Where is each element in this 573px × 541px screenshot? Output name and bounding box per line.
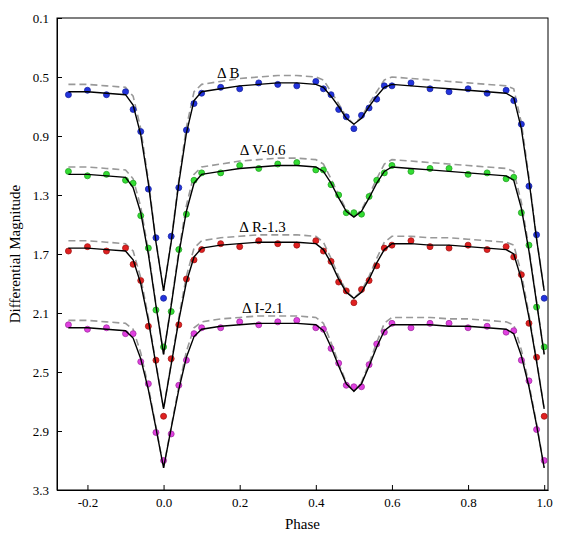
model-line <box>68 323 544 468</box>
y-axis-title: Differential Magnitude <box>7 184 23 323</box>
series-label: Δ B <box>217 65 240 81</box>
tick: 0.9 <box>33 129 62 144</box>
data-point <box>65 322 71 328</box>
data-point <box>541 295 547 301</box>
dashed-model-line <box>68 316 544 468</box>
tick: 2.1 <box>33 306 62 321</box>
tick: 1.3 <box>33 188 62 203</box>
tick-label: 1.3 <box>33 188 49 203</box>
tick-mark <box>57 195 62 196</box>
data-point <box>65 248 71 254</box>
data-point <box>351 126 357 132</box>
tick: 2.5 <box>33 365 62 380</box>
data-point <box>351 300 357 306</box>
scatter-series <box>65 160 547 350</box>
data-point <box>541 413 547 419</box>
data-point <box>65 168 71 174</box>
tick: 1.0 <box>537 485 553 510</box>
tick-mark <box>57 18 62 19</box>
tick-label: 0.2 <box>232 495 248 510</box>
data-point <box>161 295 167 301</box>
scatter-series <box>65 238 547 420</box>
tick-label: 0.1 <box>33 11 49 26</box>
series-label: Δ I-2.1 <box>242 300 283 316</box>
tick-label: 2.5 <box>33 365 49 380</box>
marks <box>65 76 547 468</box>
data-point <box>408 325 414 331</box>
tick: 0.8 <box>460 485 476 510</box>
x-axis-title: Phase <box>285 516 320 532</box>
dashed-model-line <box>68 76 544 291</box>
tick-label: 0.5 <box>33 70 49 85</box>
dashed-model-line <box>68 235 544 409</box>
tick: 1.7 <box>33 247 62 262</box>
tick: 0.0 <box>156 485 172 510</box>
tick-label: 0.6 <box>384 495 401 510</box>
tick-mark <box>57 136 62 137</box>
chart: -0.2 0.0 0.2 0.4 0.6 0.8 1.0 0.1 0.5 0.9 1.3 1.7 2.1… <box>0 0 573 541</box>
axis-line <box>58 490 549 491</box>
data-point <box>294 317 300 323</box>
tick: 0.1 <box>33 11 62 26</box>
tick-mark <box>57 490 62 491</box>
tick: 2.9 <box>33 424 62 439</box>
tick-label: 2.9 <box>33 424 49 439</box>
series-label: Δ V-0.6 <box>240 142 286 158</box>
tick-mark <box>57 431 62 432</box>
model-line <box>68 83 544 291</box>
tick-label: 3.3 <box>33 483 49 498</box>
data-point <box>408 238 414 244</box>
plot: -0.2 0.0 0.2 0.4 0.6 0.8 1.0 0.1 0.5 0.9 1.3 1.7 2.1… <box>33 11 553 511</box>
tick: 0.6 <box>384 485 401 510</box>
tick: 0.4 <box>308 485 325 510</box>
tick: 3.3 <box>33 483 62 498</box>
data-point <box>294 160 300 166</box>
model-line <box>68 242 544 409</box>
tick-label: 1.7 <box>33 247 50 262</box>
tick-mark <box>240 485 241 490</box>
tick-mark <box>164 485 165 490</box>
tick-label: -0.2 <box>78 495 99 510</box>
y-axis: 0.1 0.5 0.9 1.3 1.7 2.1 2.5 2.9 3.3 <box>33 11 62 498</box>
tick: -0.2 <box>78 485 99 510</box>
tick-mark <box>57 313 62 314</box>
scatter-series <box>65 317 547 463</box>
tick-mark <box>57 254 62 255</box>
series-label: Δ R-1.3 <box>239 219 285 235</box>
tick-mark <box>87 485 88 490</box>
tick-mark <box>544 485 545 490</box>
tick-label: 0.8 <box>460 495 476 510</box>
tick: 0.2 <box>232 485 248 510</box>
plot-frame <box>57 18 548 490</box>
dashed-model-line <box>68 158 544 354</box>
tick-label: 1.0 <box>537 495 553 510</box>
tick: 0.5 <box>33 70 62 85</box>
tick-label: 0.9 <box>33 129 49 144</box>
tick-label: 0.4 <box>308 495 325 510</box>
x-axis: -0.2 0.0 0.2 0.4 0.6 0.8 1.0 <box>58 485 553 510</box>
tick-label: 0.0 <box>156 495 172 510</box>
tick-mark <box>57 372 62 373</box>
tick-mark <box>468 485 469 490</box>
tick-mark <box>392 485 393 490</box>
tick-mark <box>316 485 317 490</box>
tick-label: 2.1 <box>33 306 49 321</box>
data-point <box>65 92 71 98</box>
tick-mark <box>57 77 62 78</box>
scatter-series <box>65 78 547 301</box>
data-point <box>161 413 167 419</box>
